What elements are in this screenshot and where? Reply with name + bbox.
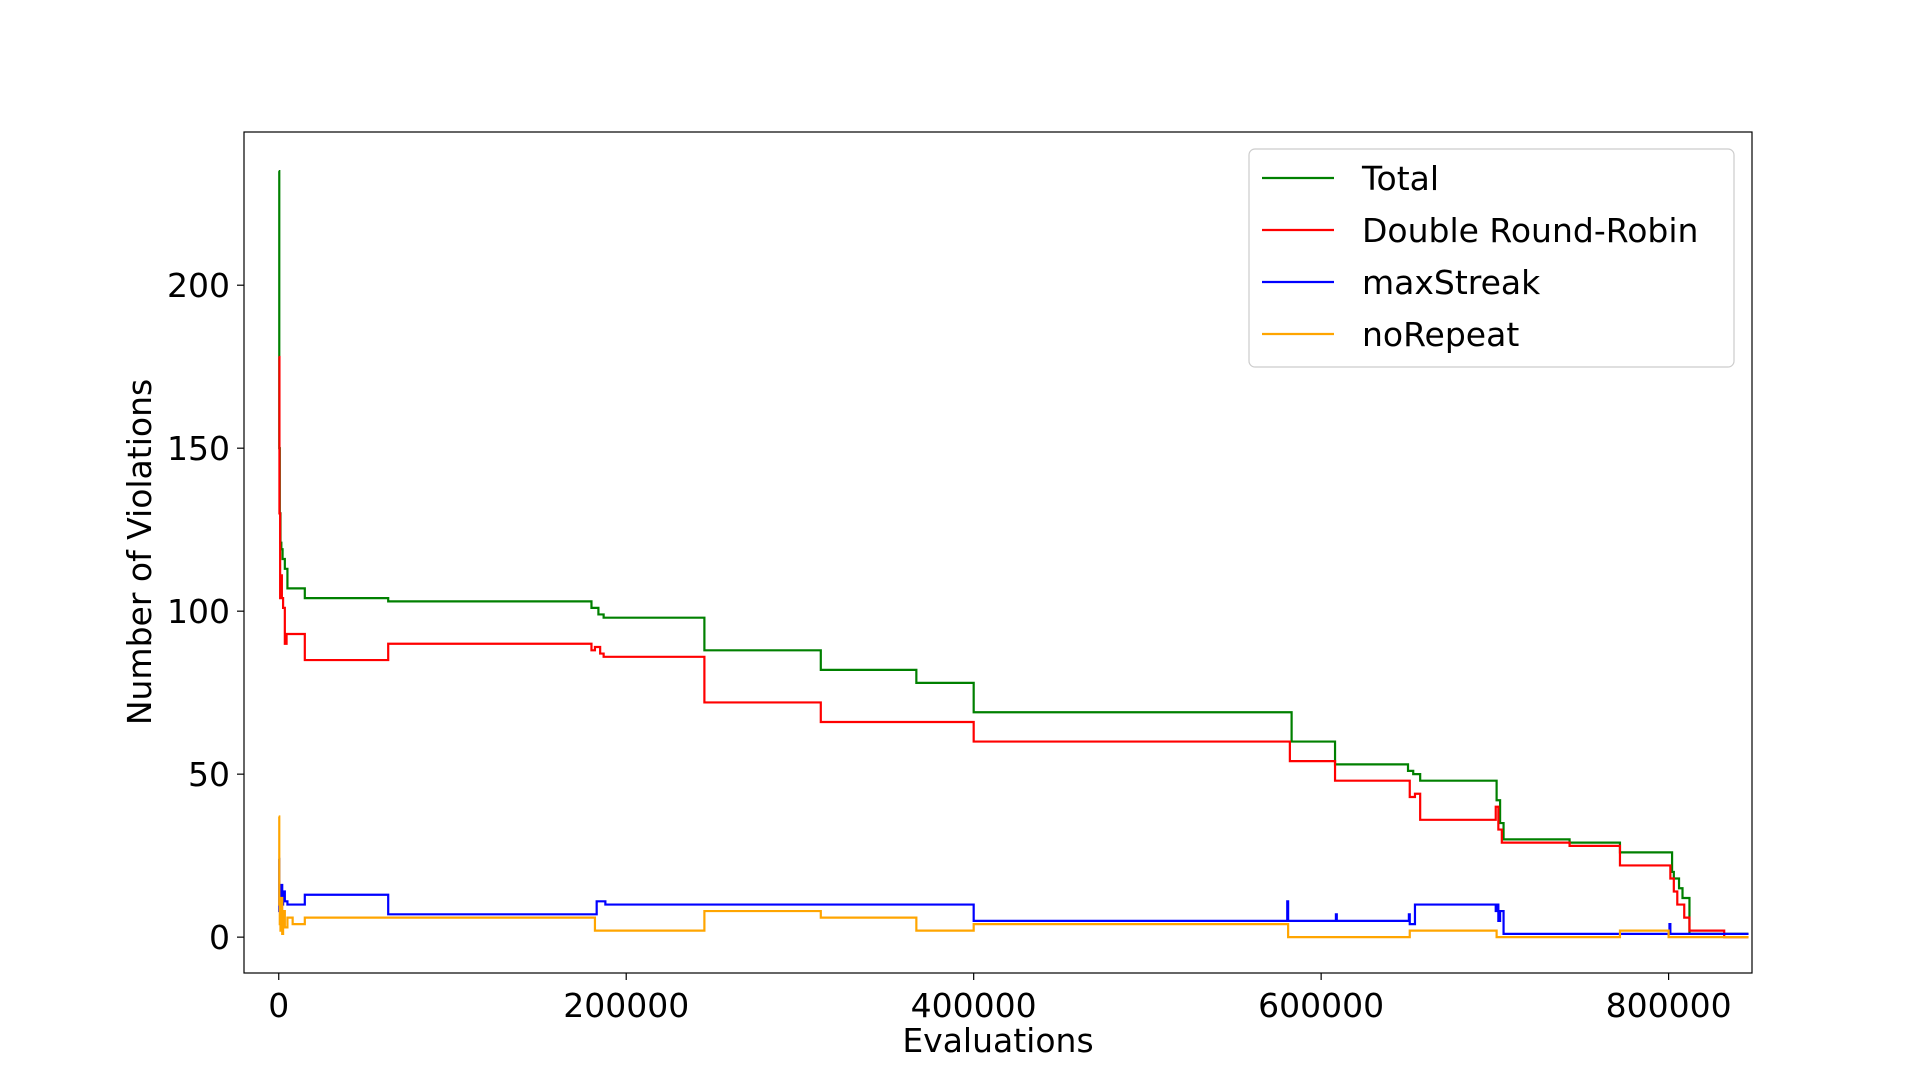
plot-frame bbox=[243, 131, 1753, 974]
y-tick-label: 150 bbox=[167, 429, 230, 468]
series-line-maxstreak bbox=[278, 857, 1749, 935]
y-tick-label: 0 bbox=[209, 918, 230, 957]
x-tick-label: 600000 bbox=[1258, 986, 1384, 1025]
legend-frame bbox=[1248, 148, 1735, 368]
series-line-norepeat bbox=[278, 815, 1749, 939]
legend-label-norepeat: noRepeat bbox=[1362, 315, 1519, 354]
legend-items: Total Double Round-Robin maxStreak noRepeat bbox=[1262, 159, 1698, 354]
legend-label-maxstreak: maxStreak bbox=[1362, 263, 1541, 302]
y-tick-label: 200 bbox=[167, 266, 230, 305]
legend-label-double-round-robin: Double Round-Robin bbox=[1362, 211, 1698, 250]
legend-label-total: Total bbox=[1361, 159, 1439, 198]
series-layer bbox=[278, 170, 1749, 939]
x-tick-label: 400000 bbox=[911, 986, 1037, 1025]
y-tick-label: 100 bbox=[167, 592, 230, 631]
x-tick-label: 0 bbox=[268, 986, 289, 1025]
legend: Total Double Round-Robin maxStreak noRepeat bbox=[1248, 148, 1735, 368]
ticks-layer: 0 200000 400000 600000 800000 0 50 100 150 200 bbox=[167, 266, 1732, 1025]
series-line-total bbox=[278, 170, 1749, 935]
series-line-double-round-robin bbox=[278, 355, 1749, 939]
x-tick-label: 200000 bbox=[563, 986, 689, 1025]
x-axis-title: Evaluations bbox=[902, 1021, 1093, 1060]
x-tick-label: 800000 bbox=[1606, 986, 1732, 1025]
y-tick-label: 50 bbox=[188, 755, 230, 794]
y-axis-title: Number of Violations bbox=[120, 379, 159, 725]
